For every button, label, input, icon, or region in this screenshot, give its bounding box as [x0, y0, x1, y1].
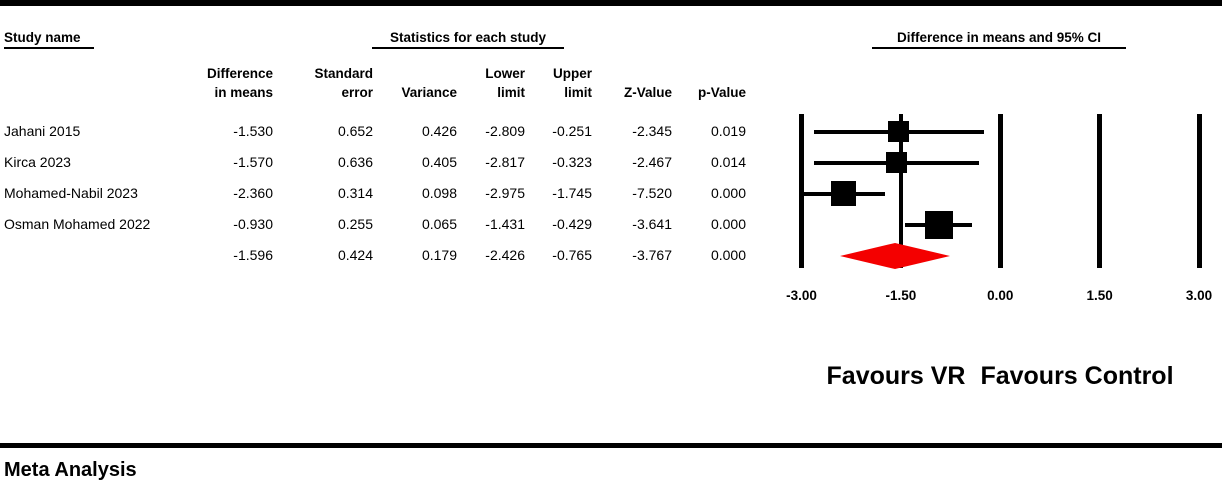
column-header-4: Upper limit	[529, 62, 596, 102]
study-weight-square	[885, 152, 907, 173]
study-weight-square	[831, 181, 857, 206]
favours-right-label: Favours Control	[980, 362, 1174, 390]
stat-cell-r3-c4: -0.429	[552, 216, 592, 232]
axis-gridline	[1196, 114, 1202, 268]
stat-cell-r4-c5: -3.767	[632, 247, 672, 263]
stat-cell-r2-c5: -7.520	[632, 185, 672, 201]
stat-cell-r0-c4: -0.251	[552, 123, 592, 139]
study-name-header: Study name	[4, 29, 94, 49]
stat-cell-r0-c0: -1.530	[233, 123, 273, 139]
column-header-line: Z-Value	[623, 85, 672, 100]
axis-tick-label: 0.00	[987, 288, 1014, 303]
stat-cell-r2-c2: 0.098	[421, 185, 457, 201]
plot-section-header: Difference in means and 95% CI	[872, 29, 1126, 49]
stat-cell-r3-c6: 0.000	[710, 216, 746, 232]
column-header-line: Difference	[206, 66, 273, 81]
stat-cell-r0-c1: 0.652	[337, 123, 373, 139]
column-header-spacer	[4, 62, 204, 102]
column-header-0: Difference in means	[204, 62, 277, 102]
study-name: Mohamed-Nabil 2023	[4, 185, 138, 201]
study-weight-square	[924, 210, 953, 239]
stat-cell-r0-c3: -2.809	[485, 123, 525, 139]
column-header-line: Variance	[401, 85, 457, 100]
stat-cell-r2-c6: 0.000	[710, 185, 746, 201]
stat-cell-r2-c4: -1.745	[552, 185, 592, 201]
study-name: Osman Mohamed 2022	[4, 216, 151, 232]
stat-cell-r1-c1: 0.636	[337, 154, 373, 170]
column-header-line: p-Value	[697, 85, 746, 100]
column-header-1: Standard error	[277, 62, 377, 102]
stat-cell-r4-c6: 0.000	[710, 247, 746, 263]
column-header-6: p-Value	[676, 62, 750, 102]
stat-cell-r2-c3: -2.975	[485, 185, 525, 201]
column-header-line: Standard	[314, 66, 373, 81]
axis-gridline	[799, 114, 804, 268]
summary-diamond-shape	[839, 242, 950, 269]
stat-cell-r0-c5: -2.345	[632, 123, 672, 139]
stats-section-header: Statistics for each study	[372, 29, 564, 49]
column-header-3: Lower limit	[461, 62, 529, 102]
stat-cell-r3-c1: 0.255	[337, 216, 373, 232]
ci-bar	[813, 160, 979, 165]
ci-bar	[803, 191, 885, 196]
stat-cell-r3-c2: 0.065	[421, 216, 457, 232]
favours-left-label: Favours VR	[826, 362, 966, 390]
stat-cell-r4-c2: 0.179	[421, 247, 457, 263]
axis-tick-label: -3.00	[786, 288, 817, 303]
summary-row-name	[4, 240, 204, 271]
stat-cell-r4-c0: -1.596	[233, 247, 273, 263]
stat-cell-r1-c4: -0.323	[552, 154, 592, 170]
stat-cell-r1-c2: 0.405	[421, 154, 457, 170]
meta-analysis-label: Meta Analysis	[4, 459, 137, 481]
column-header-line: Lower	[485, 66, 525, 81]
stat-cell-r0-c2: 0.426	[421, 123, 457, 139]
stat-cell-r1-c5: -2.467	[632, 154, 672, 170]
column-header-line: Upper	[552, 66, 592, 81]
study-name: Kirca 2023	[4, 154, 71, 170]
summary-diamond	[839, 242, 950, 269]
ci-bar	[905, 222, 972, 227]
study-name: Jahani 2015	[4, 123, 81, 139]
stat-cell-r4-c3: -2.426	[485, 247, 525, 263]
stat-cell-r1-c0: -1.570	[233, 154, 273, 170]
stat-cell-r4-c4: -0.765	[552, 247, 592, 263]
column-header-line: error	[341, 85, 373, 100]
stat-cell-r3-c5: -3.641	[632, 216, 672, 232]
column-header-2: Variance	[377, 62, 461, 102]
stat-cell-r1-c6: 0.014	[710, 154, 746, 170]
column-header-line: in means	[214, 85, 273, 100]
axis-tick-label: 3.00	[1185, 288, 1213, 303]
stat-cell-r1-c3: -2.817	[485, 154, 525, 170]
top-divider	[0, 0, 1222, 6]
column-header-line: limit	[497, 85, 525, 100]
axis-gridline	[898, 114, 903, 268]
column-header-5: Z-Value	[596, 62, 676, 102]
stats-table: Jahani 2015 -1.530 0.652 0.426 -2.809 -0.251 -…	[4, 116, 750, 271]
ci-bar	[814, 129, 984, 134]
axis-gridline	[997, 114, 1003, 268]
stat-cell-r4-c1: 0.424	[337, 247, 373, 263]
study-weight-square	[888, 121, 910, 142]
stat-cell-r0-c6: 0.019	[710, 123, 746, 139]
axis-gridline	[1097, 114, 1103, 268]
stat-cell-r2-c0: -2.360	[233, 185, 273, 201]
axis-tick-label: -1.50	[885, 288, 917, 303]
stat-cell-r3-c0: -0.930	[233, 216, 273, 232]
stat-cell-r2-c1: 0.314	[337, 185, 373, 201]
stat-cell-r3-c3: -1.431	[485, 216, 525, 232]
stats-column-headers: Difference in means Standard error Variance L…	[4, 62, 750, 102]
column-header-line: limit	[564, 85, 592, 100]
axis-tick-label: 1.50	[1086, 288, 1113, 303]
bottom-divider	[0, 443, 1222, 448]
